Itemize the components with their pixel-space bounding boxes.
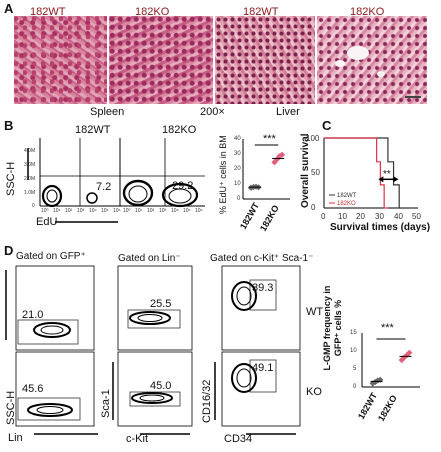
scatter-b-ytick: 10: [234, 181, 241, 187]
survival-significance: **: [383, 169, 391, 180]
scatter-b-ytick: 30: [234, 151, 241, 157]
lgmp-value-lin-wt: 25.5: [150, 298, 172, 310]
header-spleen-ko: 182KO: [135, 6, 170, 18]
header-spleen-wt: 182WT: [30, 6, 66, 18]
panel-label-d: D: [4, 243, 14, 258]
lgmp-value-gfp-wt: 21.0: [22, 309, 44, 321]
survival-ytick: 100: [306, 134, 320, 143]
he-image-spleen-wt: [14, 16, 107, 104]
xtick: 10³: [159, 208, 167, 214]
xtick: 10⁰: [41, 208, 49, 214]
vessel-lumen: [335, 60, 345, 67]
caption-spleen: Spleen: [90, 106, 125, 118]
xtick: 10³: [77, 208, 85, 214]
xtick: 10⁵: [183, 208, 191, 214]
data-point: [406, 349, 413, 356]
scatter-d-significance: ***: [381, 322, 394, 334]
lgmp-value-lin-ko: 45.0: [150, 380, 172, 392]
survival-ytick: 50: [311, 168, 320, 177]
header-liver-wt: 182WT: [243, 6, 279, 18]
scatter-b-ytick: 20: [234, 166, 241, 172]
survival-xlabel: Survival times (days): [330, 222, 431, 233]
xtick: 10⁰: [123, 208, 131, 214]
survival-xtick: 50: [412, 212, 421, 221]
legend-wt: 182WT: [337, 193, 357, 199]
xtick: 10¹: [53, 208, 61, 214]
ytick: 4.0M: [24, 148, 36, 154]
xtick: 10⁶: [195, 208, 203, 214]
panel-label-a: A: [4, 1, 14, 16]
scale-bar: [405, 96, 421, 98]
scatter-d-ytick: 15: [350, 330, 357, 336]
scatter-b-ytick: 0: [237, 196, 241, 202]
xtick: 10²: [147, 208, 155, 214]
scatter-d-ylabel: L-GMP frequency in GFP⁺ cells %: [322, 285, 343, 371]
survival-curve-182ko: [324, 137, 388, 209]
gate-header-ckit: Gated on c-Kit⁺ Sca-1⁻: [210, 253, 314, 264]
edu-value-wt: 7.2: [96, 181, 112, 193]
lgmp-value-ckit-ko: 49.1: [252, 362, 274, 374]
caption-magnification: 200×: [200, 106, 225, 118]
scatter-d-ytick: 10: [350, 348, 357, 354]
arrow-head-right: [393, 176, 399, 183]
scatter-d-ytick: 5: [353, 366, 357, 372]
axis-label-cd34: CD34: [224, 433, 253, 445]
panel-label-b: B: [4, 118, 14, 133]
survival-xtick: 0: [321, 212, 326, 221]
arrow-head-left: [378, 176, 384, 183]
survival-ytick: 0: [311, 203, 316, 212]
survival-xtick: 40: [394, 212, 403, 221]
xtick: 10⁴: [89, 208, 97, 214]
scatter-d-ytick: 0: [353, 384, 357, 390]
row-label-ko: KO: [306, 386, 322, 398]
xtick: 10⁶: [113, 208, 121, 214]
xtick: 10²: [65, 208, 73, 214]
survival-xtick: 10: [338, 212, 347, 221]
axis-label-edu: EdU: [36, 216, 58, 228]
caption-liver: Liver: [276, 106, 300, 118]
flow-header-ko: 182KO: [162, 124, 197, 136]
ytick: 3.0M: [24, 162, 36, 168]
gate-header-lin: Gated on Lin⁻: [118, 253, 181, 264]
header-liver-ko: 182KO: [350, 6, 385, 18]
xtick: 10⁴: [171, 208, 179, 214]
panel-label-c: C: [322, 118, 332, 133]
survival-curve-182wt: [324, 137, 405, 209]
axis-label-ckit: c-Kit: [126, 433, 148, 445]
lgmp-value-gfp-ko: 45.6: [22, 383, 44, 395]
edu-value-ko: 29.2: [172, 180, 194, 192]
he-image-liver-ko: [317, 16, 427, 104]
xtick: 10⁵: [101, 208, 109, 214]
scatter-b-ytick: 40: [234, 136, 241, 142]
flow-header-wt: 182WT: [75, 124, 111, 136]
row-label-wt: WT: [306, 306, 324, 318]
gate-header-gfp: Gated on GFP⁺: [16, 251, 86, 262]
ytick: 2.0M: [24, 176, 36, 182]
survival-xtick: 30: [375, 212, 384, 221]
xtick: 10¹: [135, 208, 143, 214]
axis-label-lin: Lin: [8, 432, 23, 444]
he-image-spleen-ko: [109, 16, 213, 104]
survival-xtick: 20: [356, 212, 365, 221]
legend-ko: 182KO: [337, 201, 356, 207]
lgmp-value-ckit-wt: 39.3: [252, 282, 274, 294]
vessel-lumen: [347, 46, 369, 60]
ytick: 0: [32, 203, 35, 209]
he-image-liver-wt: [215, 16, 315, 104]
ytick: 1.0M: [24, 190, 36, 196]
scatter-b-significance: ***: [263, 133, 276, 145]
vessel-lumen: [377, 71, 385, 77]
